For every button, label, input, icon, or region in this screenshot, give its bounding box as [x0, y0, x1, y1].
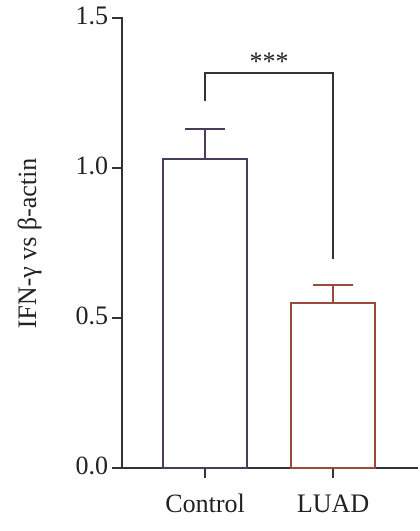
y-tick-label: 1.0 — [76, 151, 109, 180]
significance-label: *** — [250, 47, 289, 76]
y-axis-label: IFN-γ vs β-actin — [13, 158, 42, 329]
y-tick-label: 0.5 — [76, 301, 109, 330]
error-bar — [185, 128, 225, 159]
x-tick-label: Control — [165, 489, 244, 518]
y-tick-label: 0.0 — [76, 451, 109, 480]
error-bar — [313, 284, 353, 303]
y-tick-label: 1.5 — [76, 1, 109, 30]
bar — [162, 158, 248, 469]
bar — [290, 302, 376, 469]
significance-bracket — [204, 72, 334, 259]
x-tick-label: LUAD — [297, 489, 369, 518]
